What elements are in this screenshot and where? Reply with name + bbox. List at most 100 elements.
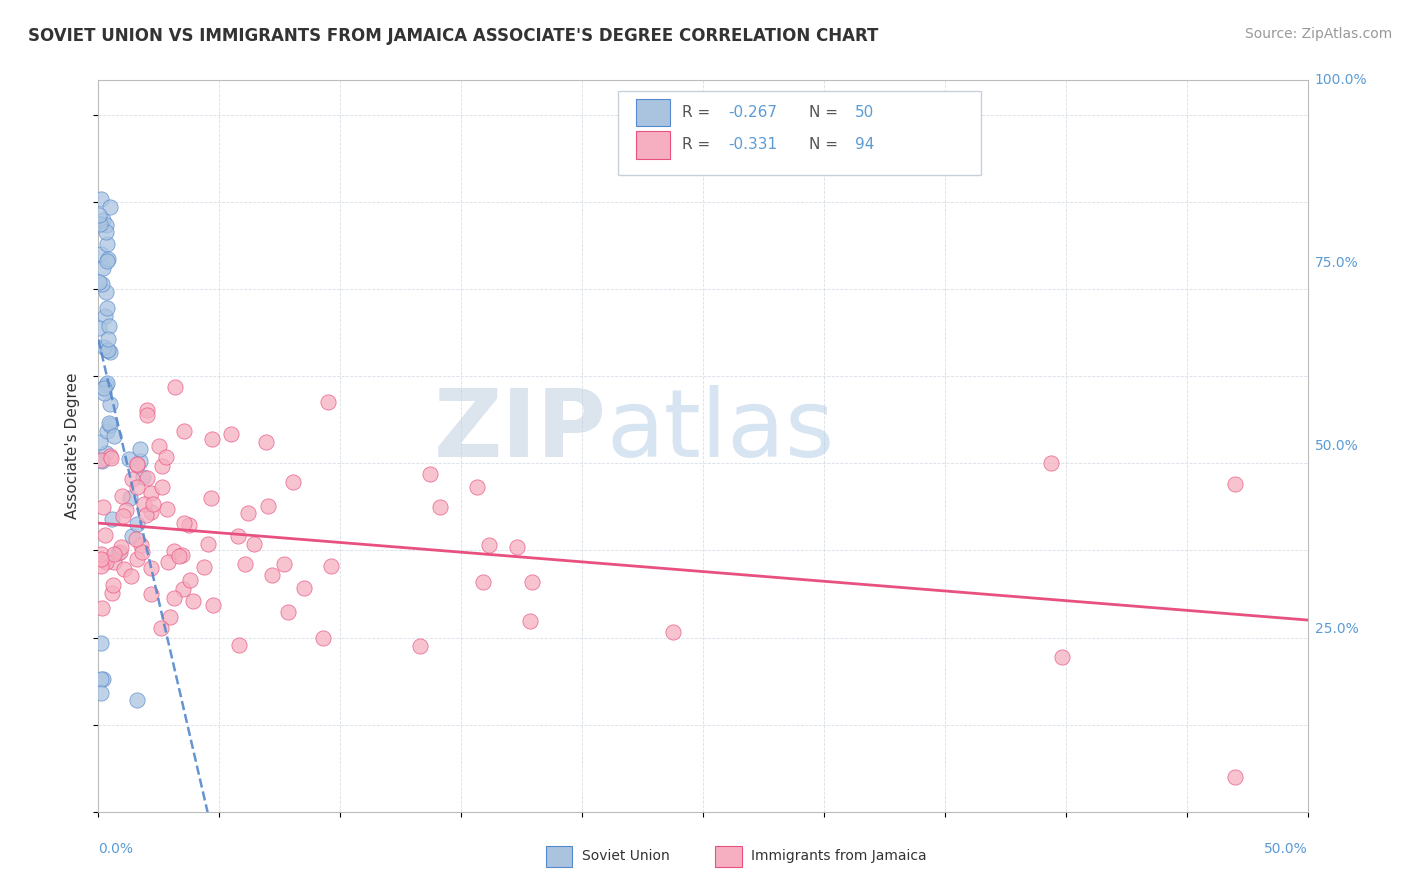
Point (173, 516, 195, 530)
Point (97, 343, 120, 357)
Point (90, 673, 112, 687)
Point (135, 471, 157, 485)
Point (197, 537, 219, 551)
Point (135, 408, 157, 422)
Point (233, 558, 256, 572)
Point (89, 217, 111, 231)
Point (94, 528, 117, 542)
Point (505, 540, 527, 554)
Point (98, 397, 121, 411)
Point (1039, 457, 1062, 471)
Point (90, 452, 112, 467)
Point (111, 489, 134, 503)
Point (98, 200, 121, 214)
Point (132, 470, 155, 484)
Text: 0.0%: 0.0% (98, 842, 134, 856)
Point (520, 574, 543, 589)
Point (125, 457, 148, 471)
Point (294, 581, 316, 595)
Point (200, 491, 222, 505)
Point (90, 558, 112, 573)
Point (98, 344, 121, 359)
Point (139, 505, 162, 519)
Point (312, 631, 335, 645)
FancyBboxPatch shape (619, 91, 981, 176)
Text: 25.0%: 25.0% (1315, 622, 1358, 636)
Point (1223, 770, 1246, 784)
Text: N =: N = (810, 105, 844, 120)
Point (465, 480, 488, 494)
Point (127, 551, 149, 566)
Point (156, 555, 179, 569)
Point (1052, 650, 1074, 665)
Point (121, 529, 143, 543)
Point (163, 544, 186, 558)
Point (129, 442, 152, 457)
Point (87, 208, 110, 222)
Point (98, 449, 121, 463)
Point (183, 594, 205, 608)
Point (90, 192, 112, 206)
Point (409, 639, 432, 653)
Point (124, 532, 146, 546)
Point (155, 450, 177, 465)
Point (148, 439, 170, 453)
Point (101, 578, 124, 592)
Point (131, 545, 153, 559)
Point (172, 582, 194, 597)
Point (103, 547, 125, 561)
Point (163, 591, 186, 606)
Point (98, 319, 121, 334)
Point (120, 569, 142, 583)
Point (90, 551, 112, 566)
Point (262, 568, 284, 582)
Point (156, 502, 179, 516)
Point (281, 475, 304, 490)
Point (87, 275, 110, 289)
Text: R =: R = (682, 137, 716, 153)
Text: atlas: atlas (606, 385, 835, 477)
Point (107, 546, 129, 560)
Point (91, 212, 114, 227)
Point (661, 625, 683, 640)
Point (127, 480, 149, 494)
Point (129, 454, 152, 468)
Point (219, 427, 242, 442)
Point (112, 509, 135, 524)
Point (118, 491, 141, 506)
Text: 100.0%: 100.0% (1315, 73, 1367, 87)
Point (173, 424, 195, 438)
Point (96, 285, 118, 300)
Text: Soviet Union: Soviet Union (582, 849, 669, 863)
Point (90, 247, 112, 261)
Point (91, 277, 114, 292)
Point (243, 536, 266, 550)
Point (101, 511, 124, 525)
Point (93, 340, 115, 354)
Point (96, 225, 118, 239)
Point (150, 480, 173, 494)
Point (321, 558, 343, 573)
Point (100, 586, 122, 600)
Point (132, 497, 155, 511)
Point (100, 417, 122, 432)
Point (96, 378, 118, 392)
Point (226, 529, 249, 543)
Text: SOVIET UNION VS IMMIGRANTS FROM JAMAICA ASSOCIATE'S DEGREE CORRELATION CHART: SOVIET UNION VS IMMIGRANTS FROM JAMAICA … (28, 27, 879, 45)
Point (277, 605, 299, 619)
Point (177, 518, 200, 533)
Point (96, 253, 118, 268)
Text: ZIP: ZIP (433, 385, 606, 477)
Point (150, 621, 173, 635)
Point (135, 508, 157, 522)
Point (139, 486, 162, 500)
Point (93, 385, 115, 400)
Point (121, 472, 143, 486)
Point (136, 403, 159, 417)
Point (91, 601, 114, 615)
Point (91, 453, 114, 467)
Point (429, 500, 451, 515)
Point (519, 615, 541, 629)
Point (96, 237, 118, 252)
Point (139, 587, 162, 601)
